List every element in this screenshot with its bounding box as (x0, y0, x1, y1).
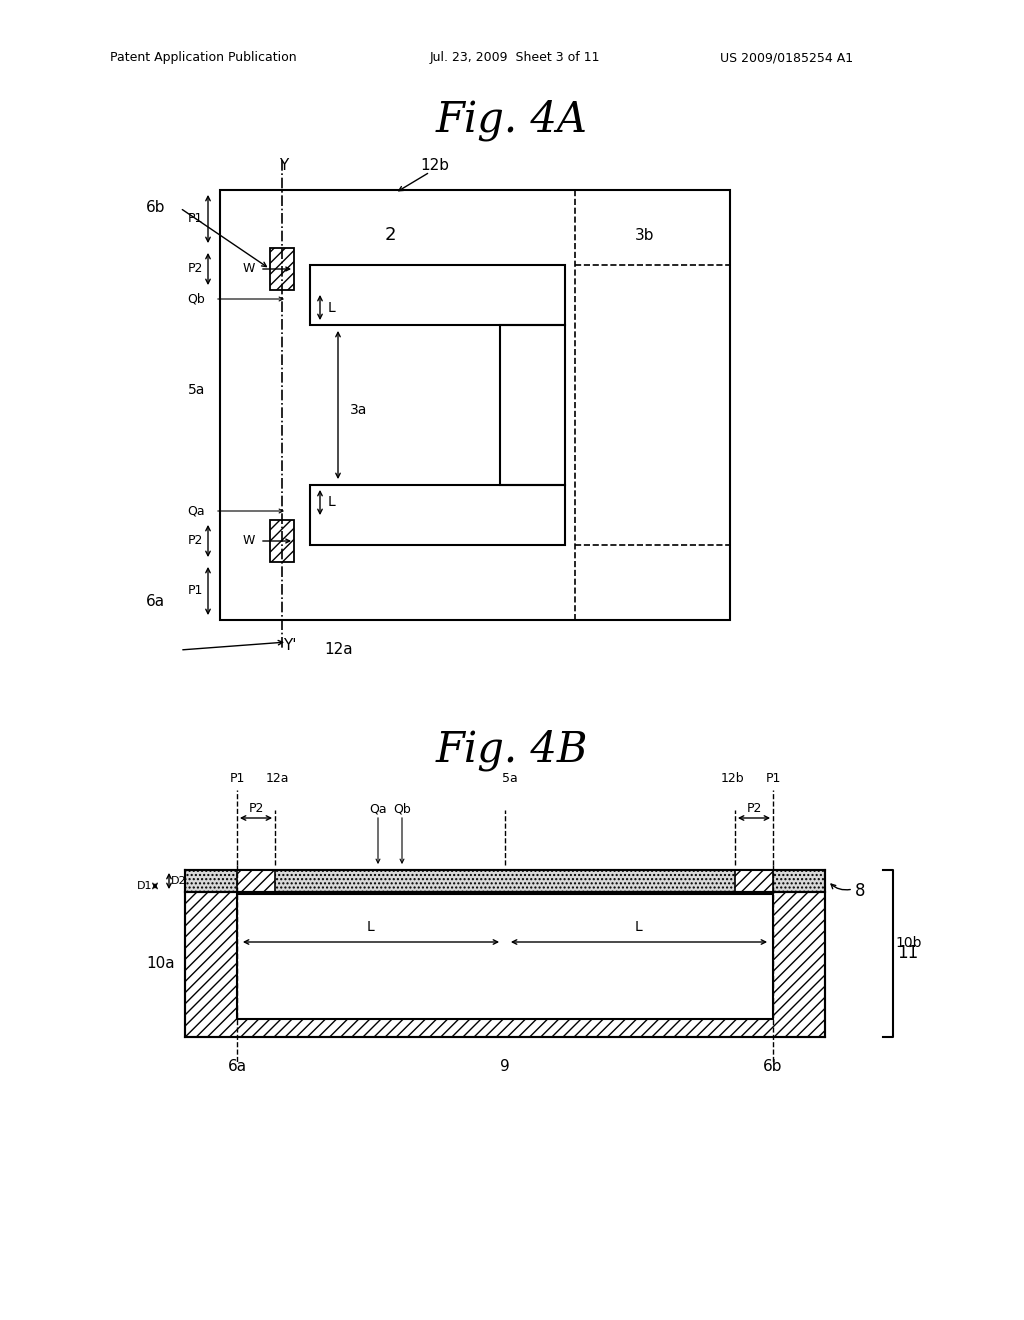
Text: Fig. 4B: Fig. 4B (436, 729, 588, 771)
Text: 10a: 10a (146, 957, 175, 972)
Text: 8: 8 (855, 882, 865, 900)
Text: 5a: 5a (502, 772, 518, 785)
Text: P1: P1 (187, 585, 203, 598)
Text: 3b: 3b (635, 227, 654, 243)
Text: P1: P1 (229, 772, 245, 785)
Text: D1: D1 (136, 880, 152, 891)
Text: 2: 2 (384, 226, 395, 244)
Text: 11: 11 (897, 945, 919, 962)
Text: 6a: 6a (145, 594, 165, 610)
Text: Qb: Qb (187, 293, 205, 305)
Text: 12b: 12b (420, 157, 449, 173)
Polygon shape (270, 520, 294, 562)
Text: W: W (243, 263, 255, 276)
Text: P1: P1 (187, 213, 203, 226)
Text: Qb: Qb (393, 803, 411, 814)
Text: Y: Y (280, 157, 289, 173)
Text: 12b: 12b (720, 772, 744, 785)
Text: 12a: 12a (266, 772, 290, 785)
Text: P2: P2 (187, 263, 203, 276)
Text: P2: P2 (187, 535, 203, 548)
Text: 12a: 12a (324, 643, 352, 657)
Text: 3a: 3a (350, 403, 368, 417)
Polygon shape (185, 892, 825, 1038)
Polygon shape (237, 894, 773, 1019)
Polygon shape (270, 248, 294, 290)
Text: 6a: 6a (227, 1059, 247, 1074)
Text: 10b: 10b (895, 936, 922, 950)
Text: L: L (328, 301, 336, 314)
Text: Qa: Qa (370, 803, 387, 814)
Text: D2: D2 (171, 876, 186, 886)
Text: 6b: 6b (763, 1059, 782, 1074)
Text: L: L (328, 495, 336, 510)
Text: US 2009/0185254 A1: US 2009/0185254 A1 (720, 51, 853, 65)
Text: Patent Application Publication: Patent Application Publication (110, 51, 297, 65)
Polygon shape (735, 870, 773, 892)
Polygon shape (237, 870, 275, 892)
Text: Jul. 23, 2009  Sheet 3 of 11: Jul. 23, 2009 Sheet 3 of 11 (430, 51, 600, 65)
Text: W: W (243, 535, 255, 548)
Text: Y': Y' (284, 638, 297, 652)
Text: P2: P2 (248, 803, 264, 814)
Text: P1: P1 (765, 772, 780, 785)
Text: 6b: 6b (145, 201, 165, 215)
Text: 5a: 5a (187, 383, 205, 397)
Text: Fig. 4A: Fig. 4A (436, 99, 588, 141)
Polygon shape (185, 870, 825, 892)
Text: P2: P2 (746, 803, 762, 814)
Text: 9: 9 (500, 1059, 510, 1074)
Text: L: L (368, 920, 375, 935)
Text: L: L (635, 920, 643, 935)
Text: Qa: Qa (187, 504, 205, 517)
